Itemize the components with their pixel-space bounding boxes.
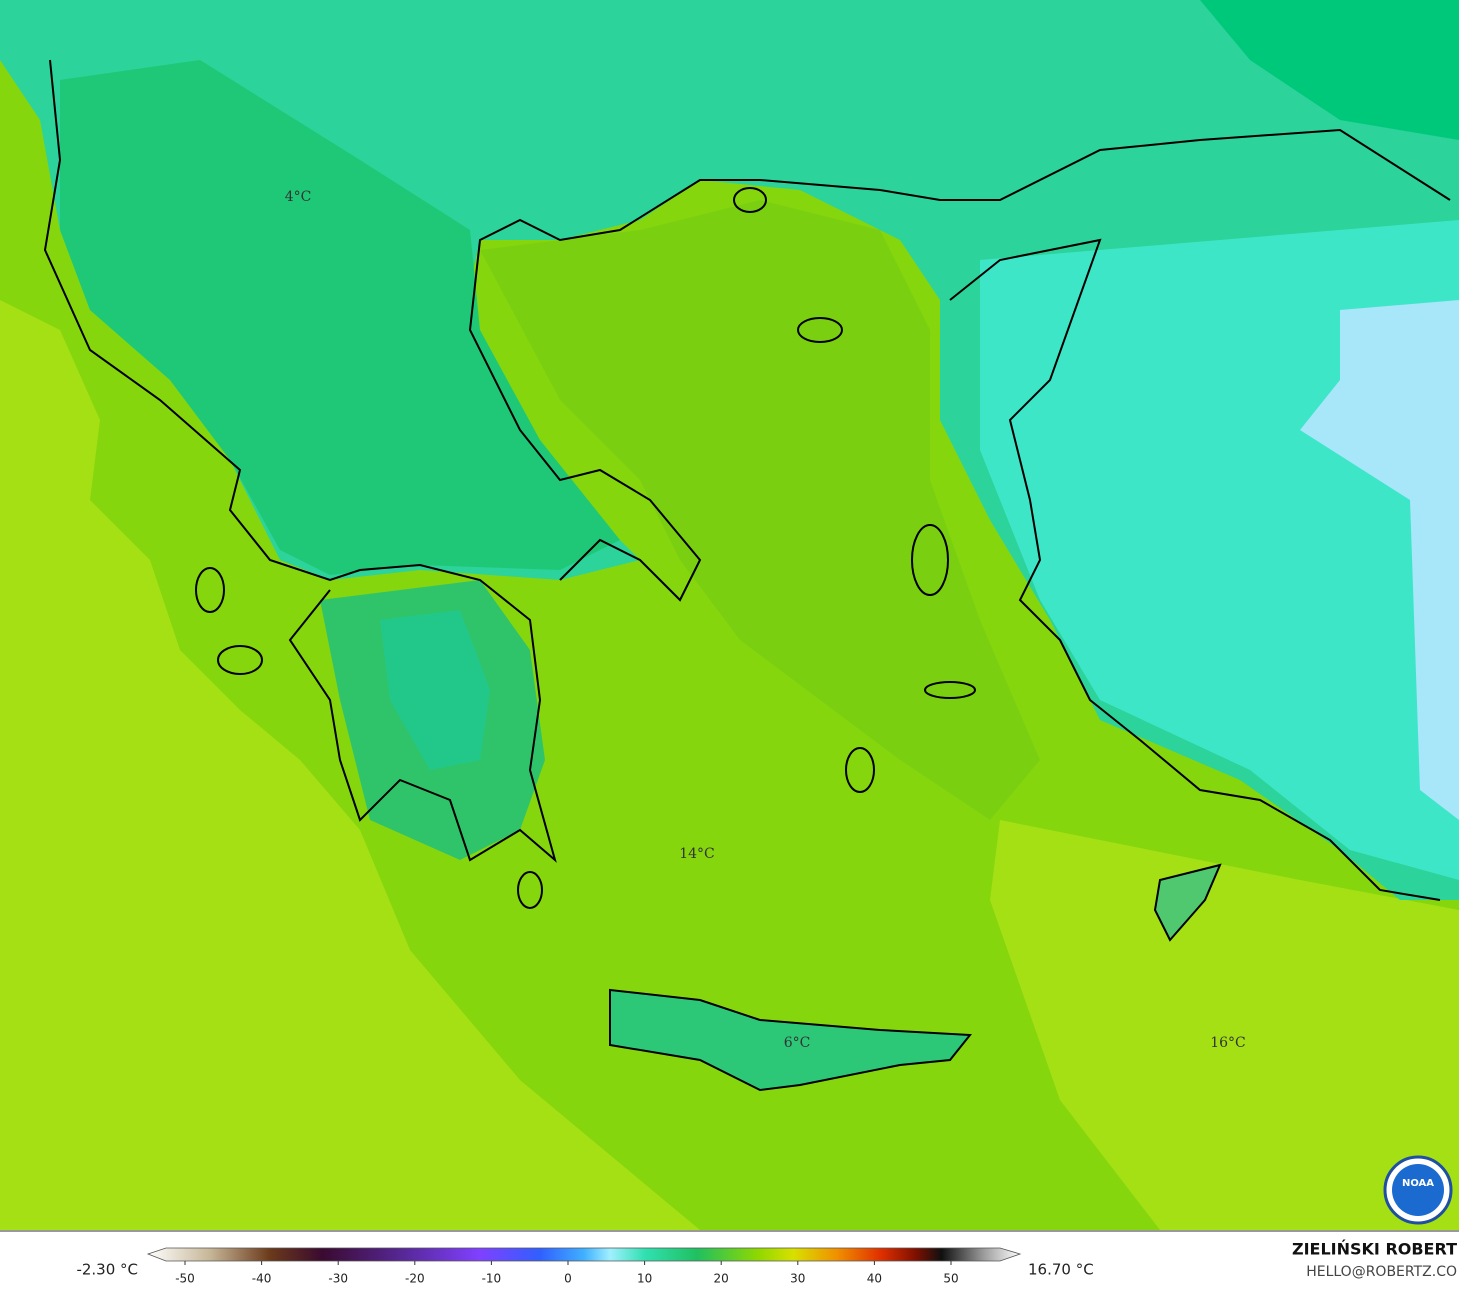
cold-patch [1300,300,1459,820]
temp-label: 4°C [285,189,312,205]
island [733,187,767,213]
colorbar-tick-label: 50 [943,1272,958,1286]
colorbar-max: 16.70 °C [1028,1261,1094,1279]
colorbar-tick-label: -20 [405,1272,425,1286]
noaa-logo: NOAA [1383,1155,1453,1225]
temp-label: 16°C [1210,1035,1246,1051]
colorbar-tick-label: -50 [175,1272,195,1286]
colorbar-bar [146,1247,1022,1262]
island [797,317,843,343]
peloponnese-high [380,610,490,770]
colorbar-tick-label: -40 [252,1272,272,1286]
coastline-turkey [949,238,1441,901]
colorbar-tick-label: 10 [637,1272,652,1286]
logo-text: NOAA [1402,1178,1434,1189]
contact: HELLO@ROBERTZ.CO [1306,1264,1457,1280]
map: 4°C 14°C 6°C 16°C [0,0,1459,1230]
coastline [43,59,557,863]
colorbar-tick-label: 40 [867,1272,882,1286]
island [217,645,263,675]
island [911,524,949,596]
outer-sea-se [990,820,1459,1230]
logo-disc [1392,1164,1444,1216]
colorbar: -2.30 °C 16.70 °C -50 -40 -30 -20 -10 0 10 20 30… [76,1247,1094,1286]
temp-label: 14°C [679,846,715,862]
crete [609,988,972,1092]
coastline-aegean [468,128,1451,602]
outer-sea [0,300,700,1230]
colorbar-tick-label: 30 [790,1272,805,1286]
aegean-deep [480,200,1040,820]
colorbar-tick-label: -30 [328,1272,348,1286]
temp-label: 6°C [784,1035,811,1051]
colorbar-min: -2.30 °C [76,1261,138,1279]
island [517,871,543,909]
colorbar-tick-label: 20 [714,1272,729,1286]
island [195,567,225,613]
rhodes [1153,863,1222,942]
author: ZIELIŃSKI ROBERT [1292,1240,1457,1259]
island [845,747,875,793]
colorbar-tick-label: -10 [482,1272,502,1286]
black-sea [1200,0,1459,140]
colorbar-tick-label: 0 [564,1272,572,1286]
island [924,681,976,699]
land-greece [60,60,620,575]
